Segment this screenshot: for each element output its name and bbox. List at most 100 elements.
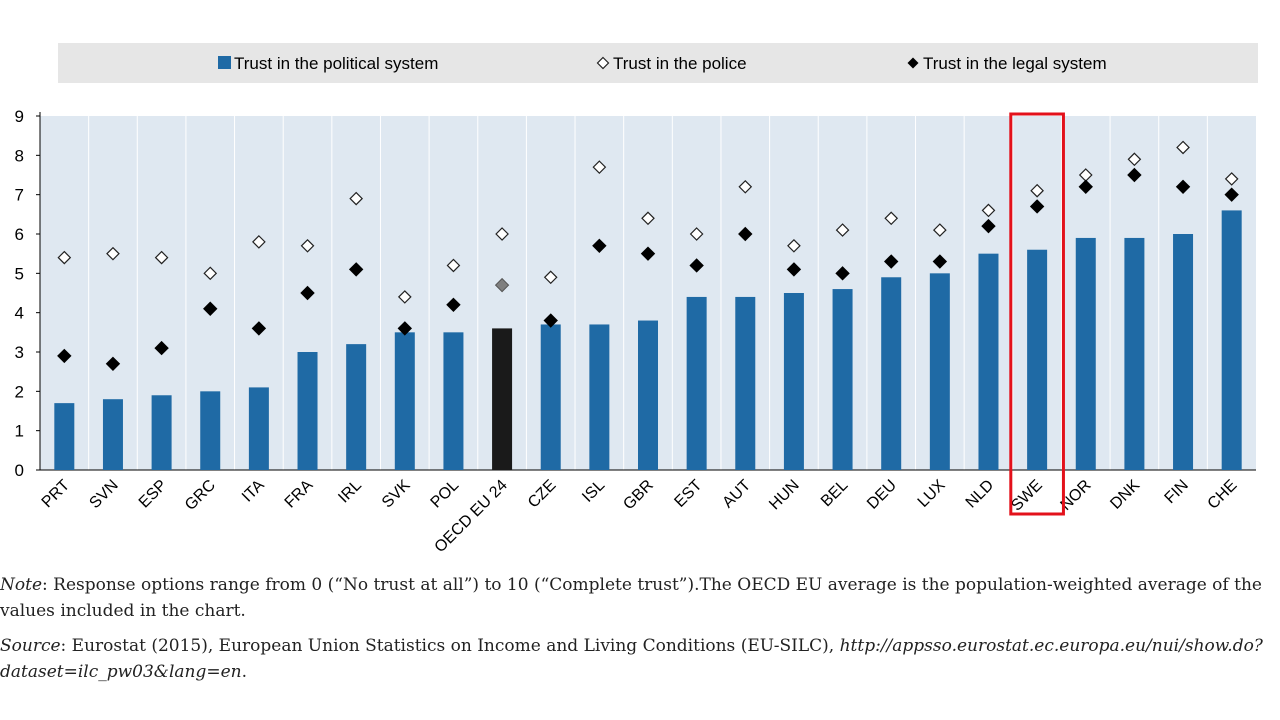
note-text: : Response options range from 0 (“No tru… bbox=[0, 575, 1262, 621]
x-label-nld: NLD bbox=[963, 477, 998, 512]
x-label-dnk: DNK bbox=[1107, 477, 1143, 513]
bar-che bbox=[1221, 210, 1242, 470]
x-label-svn: SVN bbox=[86, 477, 121, 512]
bar-gbr bbox=[638, 320, 658, 470]
legal-marker-lux bbox=[932, 254, 948, 269]
bar-hun bbox=[783, 293, 804, 470]
police-marker-pol bbox=[446, 258, 461, 273]
legal-marker-dnk bbox=[1127, 167, 1142, 183]
legend-swatch-police bbox=[596, 56, 610, 70]
police-marker-cze bbox=[543, 270, 558, 285]
bar-cze bbox=[540, 324, 561, 470]
legal-marker-cze bbox=[543, 313, 558, 328]
legal-marker-hun bbox=[786, 262, 802, 277]
police-marker-fin bbox=[1176, 140, 1190, 155]
bar-swe bbox=[1027, 249, 1048, 470]
y-tick-label-2: 2 bbox=[15, 382, 24, 401]
legal-marker-nor bbox=[1078, 179, 1093, 195]
legal-marker-grc bbox=[203, 301, 218, 316]
police-marker-hun bbox=[787, 238, 801, 253]
legal-marker-nld bbox=[981, 218, 996, 234]
bar-irl bbox=[346, 344, 367, 470]
x-label-cze: CZE bbox=[525, 477, 560, 512]
police-marker-swe bbox=[1030, 183, 1044, 198]
bar-grc bbox=[200, 391, 221, 470]
legal-marker-prt bbox=[57, 348, 72, 364]
chart-notes: Note: Response options range from 0 (“No… bbox=[0, 572, 1280, 694]
legal-marker-swe bbox=[1029, 199, 1045, 214]
legal-marker-gbr bbox=[640, 246, 656, 261]
x-label-hun: HUN bbox=[766, 477, 803, 514]
x-label-fra: FRA bbox=[282, 477, 317, 512]
legal-marker-irl bbox=[348, 262, 364, 277]
police-marker-irl bbox=[349, 191, 364, 206]
legal-marker-oecd-eu-24 bbox=[494, 277, 510, 293]
police-marker-est bbox=[689, 227, 704, 241]
bar-isl bbox=[589, 324, 610, 470]
bar-ita bbox=[248, 387, 269, 470]
police-marker-oecd-eu-24 bbox=[495, 227, 509, 241]
legal-marker-est bbox=[689, 258, 704, 273]
police-marker-dnk bbox=[1127, 152, 1142, 167]
police-marker-nld bbox=[981, 203, 996, 218]
bar-est bbox=[686, 296, 707, 470]
x-label-est: EST bbox=[671, 477, 705, 511]
legal-marker-fin bbox=[1175, 179, 1191, 195]
legend-swatch-political bbox=[218, 56, 231, 69]
legend-label-trust-in-the-police: Trust in the police bbox=[613, 54, 747, 73]
x-label-isl: ISL bbox=[579, 477, 608, 506]
police-marker-gbr bbox=[641, 211, 655, 226]
police-marker-grc bbox=[203, 266, 218, 281]
x-label-swe: SWE bbox=[1008, 477, 1046, 515]
bar-prt bbox=[54, 403, 75, 470]
police-marker-prt bbox=[57, 250, 72, 265]
y-axis: 0 1 2 3 4 5 6 7 8 9 bbox=[15, 107, 1256, 480]
bar-deu bbox=[881, 277, 902, 470]
x-label-irl: IRL bbox=[335, 477, 365, 507]
bar-nld bbox=[978, 253, 999, 470]
source-link[interactable]: http://appsso.eurostat.ec.europa.eu/nui/… bbox=[0, 636, 1263, 682]
bar-bel bbox=[832, 289, 853, 470]
bar-aut bbox=[735, 296, 756, 470]
y-tick-label-4: 4 bbox=[15, 304, 24, 323]
note-label: Note bbox=[0, 575, 43, 595]
police-marker-aut bbox=[738, 179, 753, 194]
y-tick-label-9: 9 bbox=[15, 107, 24, 126]
x-label-lux: LUX bbox=[915, 477, 949, 511]
legal-marker-svn bbox=[105, 356, 121, 372]
y-tick-label-7: 7 bbox=[15, 186, 24, 205]
bar-nor bbox=[1075, 237, 1096, 470]
x-label-aut: AUT bbox=[719, 477, 754, 512]
bar-pol bbox=[443, 332, 464, 470]
legal-marker-bel bbox=[835, 266, 850, 281]
x-label-ita: ITA bbox=[239, 477, 268, 506]
police-marker-isl bbox=[592, 160, 607, 174]
legal-marker-aut bbox=[738, 226, 753, 242]
y-tick-label-0: 0 bbox=[15, 461, 24, 480]
police-marker-deu bbox=[884, 211, 899, 226]
legal-marker-isl bbox=[592, 238, 607, 254]
bar-dnk bbox=[1124, 237, 1145, 470]
x-label-esp: ESP bbox=[136, 477, 171, 512]
legal-marker-fra bbox=[300, 285, 315, 301]
source-text: : Eurostat (2015), European Union Statis… bbox=[60, 636, 840, 656]
x-label-che: CHE bbox=[1205, 477, 1241, 513]
police-marker-ita bbox=[252, 235, 266, 249]
legal-marker-esp bbox=[154, 340, 169, 356]
police-marker-che bbox=[1224, 172, 1239, 186]
police-marker-svk bbox=[397, 290, 412, 304]
legend-background bbox=[58, 43, 1258, 83]
bar-svk bbox=[394, 332, 415, 470]
source-end: . bbox=[241, 662, 248, 682]
legend-label-trust-in-the-legal-system: Trust in the legal system bbox=[923, 54, 1107, 73]
bar-lux bbox=[929, 273, 950, 470]
bars bbox=[54, 210, 1242, 470]
police-marker-esp bbox=[154, 250, 169, 265]
police-marker-fra bbox=[300, 238, 315, 253]
category-separators bbox=[88, 116, 1208, 470]
x-label-deu: DEU bbox=[864, 477, 900, 513]
legal-marker-svk bbox=[397, 321, 413, 336]
police-marker-bel bbox=[835, 223, 850, 237]
legal-marker-che bbox=[1224, 187, 1239, 202]
